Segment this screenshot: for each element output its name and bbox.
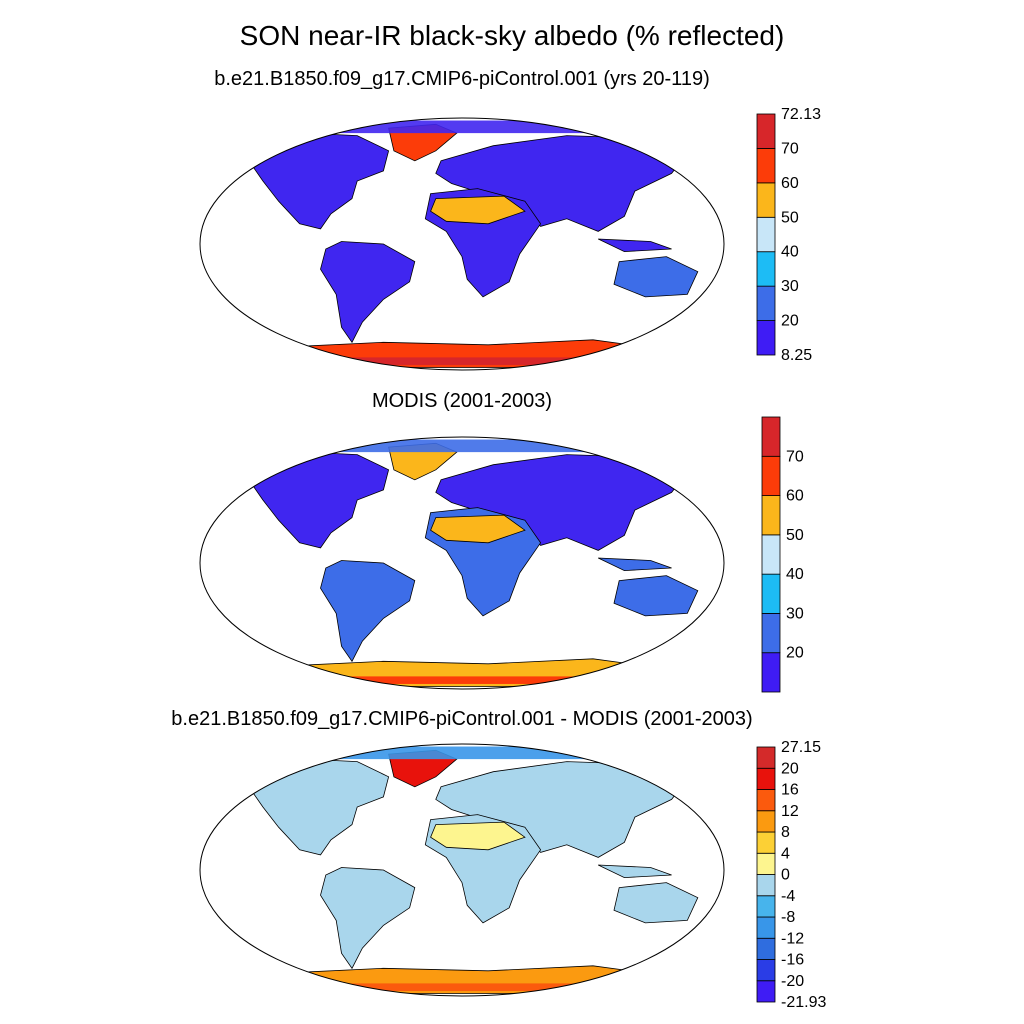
- colorbar-2-label: 60: [786, 488, 804, 505]
- continent-samerica: [320, 560, 416, 663]
- arctic-strip: [299, 746, 625, 760]
- continent-sahara: [430, 195, 526, 225]
- colorbar-3: -21.93 -20 -16 -12 -8 -4 0 4 8 12 16 20 27.15: [756, 739, 826, 1011]
- continent-indonesia: [598, 557, 672, 572]
- colorbar-3-label: -21.93: [781, 994, 826, 1011]
- colorbar-1-swatch: [756, 216, 776, 253]
- colorbar-3-swatch: [756, 810, 776, 833]
- colorbar-1-label: 50: [781, 209, 799, 226]
- continent-namerica: [246, 451, 390, 549]
- continent-indonesia: [598, 864, 672, 879]
- colorbar-2-label: 30: [786, 605, 804, 622]
- colorbar-3-swatch: [756, 980, 776, 1003]
- colorbar-1-label: 60: [781, 175, 799, 192]
- colorbar-1-label: 8.25: [781, 347, 812, 364]
- continent-namerica: [246, 132, 390, 230]
- panel-2-title: MODIS (2001-2003): [371, 390, 553, 412]
- colorbar-1: 8.25 20 30 40 50 60 70 72.13: [756, 106, 821, 364]
- colorbar-2-swatch: [761, 613, 781, 654]
- colorbar-3-label: 16: [781, 782, 799, 799]
- colorbar-3-label: -8: [781, 909, 795, 926]
- colorbar-3-label: 27.15: [781, 739, 821, 756]
- colorbar-2-swatch: [761, 455, 781, 496]
- colorbar-3-swatch: [756, 937, 776, 960]
- map-panel-1: [199, 117, 725, 371]
- map-frame: [199, 436, 725, 690]
- continent-indonesia: [598, 238, 672, 253]
- colorbar-2-label: 40: [786, 566, 804, 583]
- colorbar-1-label: 30: [781, 278, 799, 295]
- colorbar-2-swatch: [761, 573, 781, 614]
- continent-namerica: [246, 758, 390, 856]
- colorbar-1-label: 70: [781, 140, 799, 157]
- map-frame: [199, 743, 725, 997]
- antarctic-band: [299, 676, 625, 684]
- colorbar-1-label: 20: [781, 313, 799, 330]
- colorbar-3-swatch: [756, 852, 776, 875]
- colorbar-3-label: -20: [781, 973, 804, 990]
- colorbar-1-swatch: [756, 148, 776, 184]
- continent-samerica: [320, 241, 416, 344]
- continent-samerica: [320, 867, 416, 970]
- map-panel-3: [199, 743, 725, 997]
- arctic-strip: [299, 439, 625, 453]
- continent-sahara: [430, 821, 526, 851]
- colorbar-2-swatch: [761, 495, 781, 536]
- colorbar-3-label: 8: [781, 824, 790, 841]
- colorbar-2-label: 20: [786, 645, 804, 662]
- colorbar-1-label: 40: [781, 244, 799, 261]
- colorbar-1-swatch: [756, 285, 776, 321]
- colorbar-3-swatch: [756, 959, 776, 982]
- colorbar-2: 20 30 40 50 60 70: [761, 416, 804, 693]
- continent-australia: [613, 256, 699, 298]
- colorbar-1-swatch: [756, 320, 776, 356]
- colorbar-3-swatch: [756, 767, 776, 790]
- colorbar-2-swatch: [761, 652, 781, 693]
- colorbar-3-label: -4: [781, 888, 795, 905]
- colorbar-1-swatch: [756, 251, 776, 287]
- colorbar-3-swatch: [756, 746, 776, 769]
- continent-australia: [613, 575, 699, 617]
- main-title: SON near-IR black-sky albedo (% reflecte…: [239, 20, 785, 51]
- colorbar-3-label: -16: [781, 952, 804, 969]
- arctic-strip: [299, 120, 625, 134]
- colorbar-2-swatch: [761, 534, 781, 575]
- colorbar-3-label: 12: [781, 803, 799, 820]
- continent-sahara: [430, 514, 526, 544]
- colorbar-3-swatch: [756, 874, 776, 897]
- continent-australia: [613, 882, 699, 924]
- antarctic-band: [299, 357, 625, 365]
- panel-1-title: b.e21.B1850.f09_g17.CMIP6-piControl.001 …: [214, 68, 710, 90]
- colorbar-1-swatch: [756, 113, 776, 149]
- colorbar-3-swatch: [756, 895, 776, 918]
- map-panel-2: [199, 436, 725, 690]
- map-frame: [199, 117, 725, 371]
- colorbar-3-swatch: [756, 916, 776, 939]
- colorbar-3-swatch: [756, 831, 776, 854]
- antarctic-band: [299, 983, 625, 991]
- colorbar-3-label: 20: [781, 760, 799, 777]
- colorbar-3-label: 4: [781, 845, 790, 862]
- colorbar-1-swatch: [756, 182, 776, 218]
- colorbar-3-label: 0: [781, 867, 790, 884]
- colorbar-2-label: 70: [786, 448, 804, 465]
- colorbar-1-label: 72.13: [781, 106, 821, 123]
- colorbar-3-label: -12: [781, 930, 804, 947]
- colorbar-3-swatch: [756, 789, 776, 812]
- panel-3-title: b.e21.B1850.f09_g17.CMIP6-piControl.001 …: [171, 708, 753, 730]
- colorbar-2-label: 50: [786, 527, 804, 544]
- colorbar-2-swatch: [761, 416, 781, 457]
